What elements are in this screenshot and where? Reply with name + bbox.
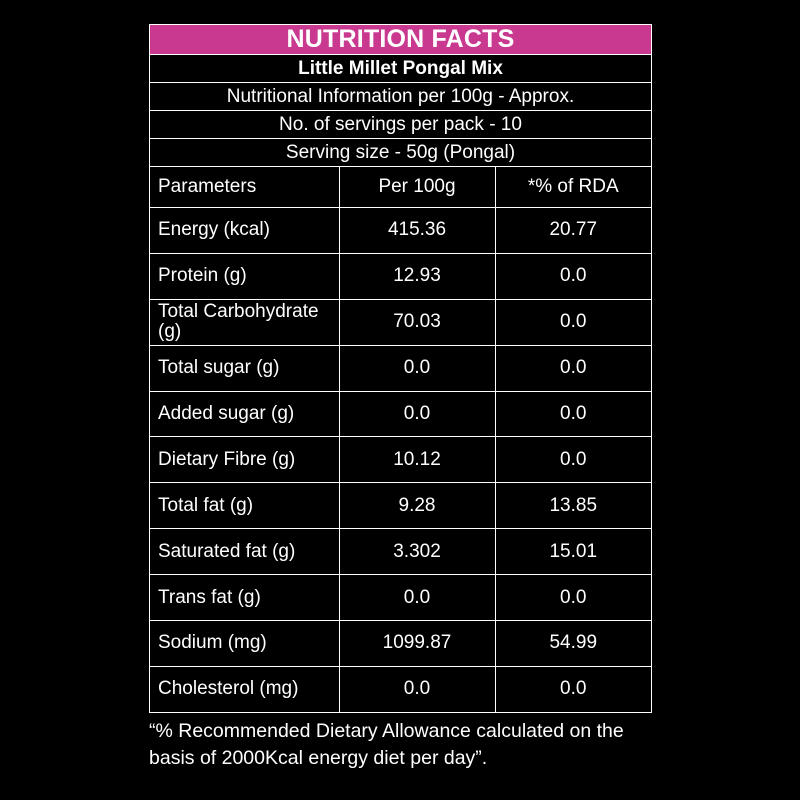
- rda-cell: 0.0: [494, 390, 651, 438]
- param-cell: Added sugar (g): [150, 390, 340, 438]
- per-100g-cell: 70.03: [338, 298, 496, 346]
- param-cell: Saturated fat (g): [150, 528, 340, 576]
- column-header-rda: *% of RDA: [494, 167, 651, 208]
- rda-cell: 0.0: [494, 298, 651, 346]
- table-row: Total Carbohydrate (g) 70.03 0.0: [150, 298, 651, 346]
- per-100g-cell: 10.12: [338, 436, 496, 484]
- rda-cell: 15.01: [494, 528, 651, 576]
- per-100g-cell: 1099.87: [338, 620, 496, 667]
- param-cell: Total Carbohydrate (g): [150, 298, 340, 346]
- info-line-serving-size: Serving size - 50g (Pongal): [150, 139, 651, 167]
- per-100g-cell: 3.302: [338, 528, 496, 576]
- table-header-row: Parameters Per 100g *% of RDA: [150, 167, 651, 208]
- table-row: Total fat (g) 9.28 13.85: [150, 482, 651, 530]
- table-row: Trans fat (g) 0.0 0.0: [150, 574, 651, 622]
- table-row: Saturated fat (g) 3.302 15.01: [150, 528, 651, 576]
- rda-cell: 0.0: [494, 252, 651, 300]
- rda-cell: 0.0: [494, 344, 651, 392]
- table-row: Dietary Fibre (g) 10.12 0.0: [150, 436, 651, 484]
- table-row: Sodium (mg) 1099.87 54.99: [150, 620, 651, 667]
- column-header-parameters: Parameters: [150, 167, 340, 208]
- per-100g-cell: 12.93: [338, 252, 496, 300]
- rda-cell: 0.0: [494, 574, 651, 622]
- param-cell: Dietary Fibre (g): [150, 436, 340, 484]
- column-header-per-100g: Per 100g: [338, 167, 496, 208]
- param-cell: Cholesterol (mg): [150, 665, 340, 712]
- product-name: Little Millet Pongal Mix: [150, 55, 651, 83]
- rda-footnote: “% Recommended Dietary Allowance calcula…: [149, 720, 624, 769]
- table-row: Cholesterol (mg) 0.0 0.0: [150, 665, 651, 712]
- param-cell: Trans fat (g): [150, 574, 340, 622]
- table-row: Total sugar (g) 0.0 0.0: [150, 344, 651, 392]
- param-cell: Sodium (mg): [150, 620, 340, 667]
- nutrition-table: Parameters Per 100g *% of RDA Energy (kc…: [150, 167, 651, 712]
- per-100g-cell: 0.0: [338, 665, 496, 712]
- per-100g-cell: 9.28: [338, 482, 496, 530]
- table-row: Energy (kcal) 415.36 20.77: [150, 207, 651, 254]
- table-row: Protein (g) 12.93 0.0: [150, 252, 651, 300]
- rda-cell: 20.77: [494, 207, 651, 254]
- table-row: Added sugar (g) 0.0 0.0: [150, 390, 651, 438]
- rda-cell: 0.0: [494, 665, 651, 712]
- rda-cell: 0.0: [494, 436, 651, 484]
- per-100g-cell: 415.36: [338, 207, 496, 254]
- nutrition-facts-title: NUTRITION FACTS: [150, 25, 651, 55]
- per-100g-cell: 0.0: [338, 390, 496, 438]
- param-cell: Total sugar (g): [150, 344, 340, 392]
- param-cell: Protein (g): [150, 252, 340, 300]
- info-line-nutritional: Nutritional Information per 100g - Appro…: [150, 83, 651, 111]
- nutrition-facts-panel: NUTRITION FACTS Little Millet Pongal Mix…: [149, 24, 652, 713]
- info-line-servings: No. of servings per pack - 10: [150, 111, 651, 139]
- rda-cell: 13.85: [494, 482, 651, 530]
- param-cell: Total fat (g): [150, 482, 340, 530]
- per-100g-cell: 0.0: [338, 574, 496, 622]
- rda-cell: 54.99: [494, 620, 651, 667]
- param-cell: Energy (kcal): [150, 207, 340, 254]
- per-100g-cell: 0.0: [338, 344, 496, 392]
